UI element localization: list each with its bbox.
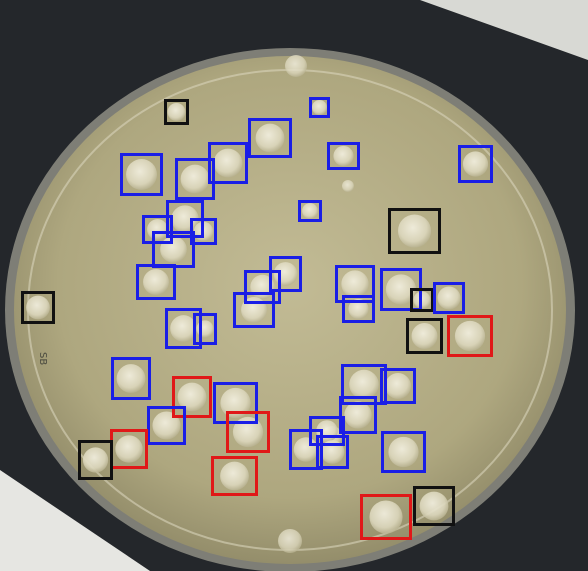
colony xyxy=(115,435,143,463)
blue-detection-box xyxy=(142,215,173,244)
colony xyxy=(462,151,489,177)
detection-boxes xyxy=(21,97,493,540)
blue-detection-box xyxy=(327,142,360,170)
blue-detection-box xyxy=(244,270,281,304)
blue-detection-box xyxy=(208,142,248,184)
colony xyxy=(170,315,197,342)
colony xyxy=(311,99,328,116)
colony xyxy=(82,447,109,473)
blue-detection-box xyxy=(309,97,330,118)
black-detection-box xyxy=(78,440,113,480)
colony xyxy=(143,269,169,295)
colony xyxy=(385,274,417,305)
blue-detection-box xyxy=(175,158,215,200)
colony xyxy=(342,180,354,192)
colony xyxy=(397,214,432,248)
blue-detection-box xyxy=(341,364,387,405)
red-detection-box xyxy=(172,376,212,418)
colony xyxy=(341,270,369,298)
blue-detection-box xyxy=(298,200,322,222)
blue-detection-box xyxy=(335,265,375,303)
blue-detection-box xyxy=(248,118,292,158)
blue-detection-box xyxy=(289,429,323,470)
colony xyxy=(348,298,369,320)
blue-detection-box xyxy=(269,256,302,292)
paper-sheet xyxy=(0,470,150,571)
ruler xyxy=(360,0,588,60)
blue-detection-box xyxy=(458,145,493,183)
colony xyxy=(437,286,461,310)
colonies xyxy=(26,55,489,553)
colony xyxy=(349,369,379,400)
red-detection-box xyxy=(360,494,412,540)
blue-detection-box xyxy=(193,313,217,345)
colony xyxy=(273,262,298,286)
blue-detection-box xyxy=(380,368,416,404)
black-detection-box xyxy=(21,291,55,324)
colony xyxy=(152,411,181,440)
colony xyxy=(232,416,264,448)
blue-detection-box xyxy=(136,264,176,300)
red-detection-box xyxy=(211,456,258,496)
blue-detection-box xyxy=(120,153,163,196)
colony xyxy=(26,295,50,320)
colony xyxy=(255,123,285,153)
colony xyxy=(167,103,186,121)
colony xyxy=(278,529,302,553)
colony xyxy=(285,55,307,77)
colony xyxy=(116,364,146,393)
black-detection-box xyxy=(410,288,434,312)
colony xyxy=(213,148,243,178)
blue-detection-box xyxy=(433,282,465,314)
plate-label: SB xyxy=(37,352,48,365)
blue-detection-box xyxy=(339,396,377,434)
red-detection-box xyxy=(447,315,493,357)
black-detection-box xyxy=(388,208,441,254)
colony xyxy=(220,387,251,419)
blue-detection-box xyxy=(233,292,275,328)
blue-detection-box xyxy=(213,382,258,424)
colony xyxy=(344,401,372,429)
blue-detection-box xyxy=(342,295,375,323)
colony xyxy=(385,373,411,399)
blue-detection-box xyxy=(111,357,151,400)
blue-detection-box xyxy=(316,435,349,469)
blue-detection-box xyxy=(147,406,186,445)
colony xyxy=(293,437,319,462)
colony xyxy=(454,320,486,352)
colony xyxy=(126,159,157,190)
colony xyxy=(333,145,354,167)
colony xyxy=(320,440,345,464)
colony xyxy=(196,320,214,338)
colony xyxy=(147,219,168,240)
red-detection-box xyxy=(226,411,270,453)
colony xyxy=(160,236,187,263)
colony xyxy=(411,323,438,349)
blue-detection-box xyxy=(381,431,426,473)
colony xyxy=(369,500,403,534)
black-detection-box xyxy=(164,99,189,125)
black-detection-box xyxy=(406,318,443,354)
colony xyxy=(220,461,249,491)
blue-detection-box xyxy=(165,308,202,349)
colony xyxy=(177,382,207,412)
black-detection-box xyxy=(413,486,455,526)
colony xyxy=(180,164,210,194)
colony xyxy=(388,436,419,468)
colony xyxy=(302,203,318,219)
colony xyxy=(419,491,449,521)
